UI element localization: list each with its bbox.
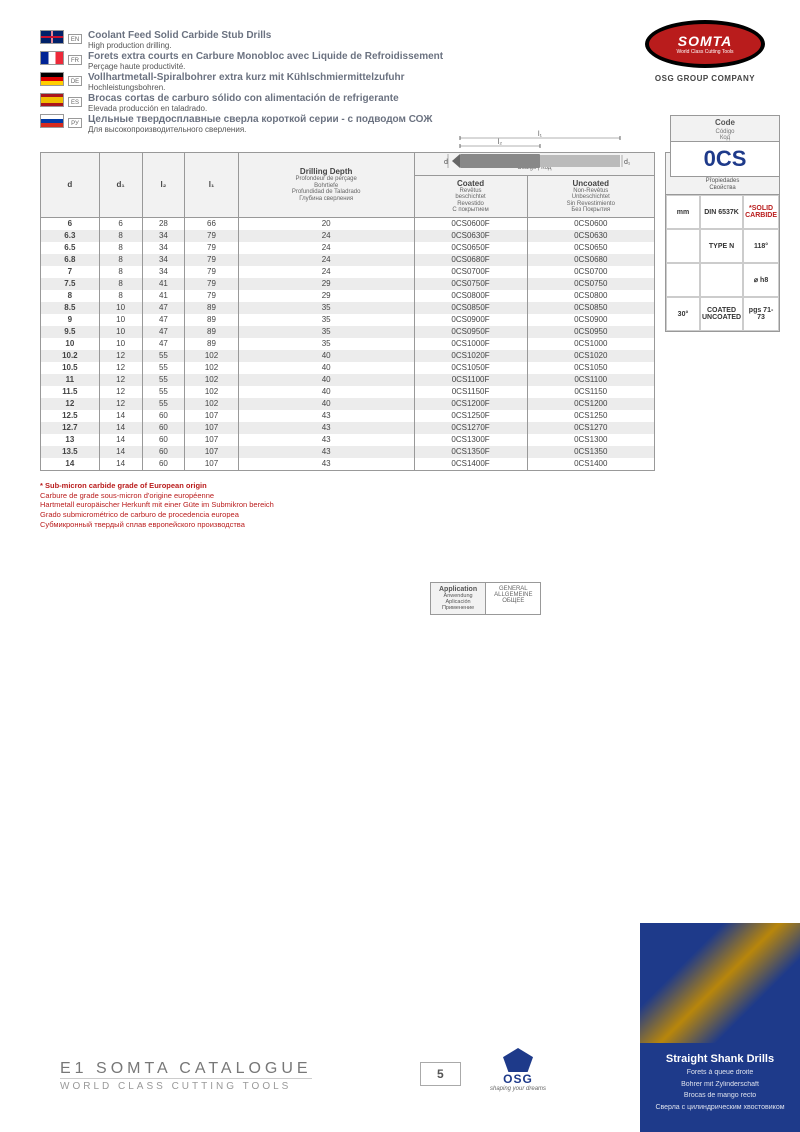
table-row: 121255102400CS1200F0CS1200 [41, 398, 655, 410]
flag-icon [40, 93, 64, 107]
property-cell: COATED UNCOATED [700, 297, 743, 331]
code-value: 0CS [671, 141, 779, 176]
table-row: 111255102400CS1100F0CS1100 [41, 374, 655, 386]
table-row: 10104789350CS1000F0CS1000 [41, 338, 655, 350]
table-row: 6.383479240CS0630F0CS0630 [41, 230, 655, 242]
drill-diagram: l₁ l₂ d d₁ [430, 130, 630, 180]
table-row: 10.21255102400CS1020F0CS1020 [41, 350, 655, 362]
col-l2: l₂ [142, 153, 185, 218]
table-row: 662866200CS0600F0CS0600 [41, 217, 655, 230]
properties-box: Properties Propriétés Eigenschaften Prop… [665, 152, 780, 332]
table-row: 8.5104789350CS0850F0CS0850 [41, 302, 655, 314]
side-text: Straight Shank Drills Forets à queue dro… [640, 1043, 800, 1132]
property-cell: pgs 71-73 [743, 297, 779, 331]
flag-icon [40, 114, 64, 128]
group-company: OSG GROUP COMPANY [630, 74, 780, 83]
spec-table: d d₁ l₂ l₁ Drilling Depth Profondeur de … [40, 152, 655, 471]
property-cell: 118° [743, 229, 779, 263]
property-cell [666, 229, 700, 263]
brand-name: SOMTA [678, 33, 733, 49]
col-depth: Drilling Depth Profondeur de perçage Boh… [238, 153, 414, 218]
table-row: 884179290CS0800F0CS0800 [41, 290, 655, 302]
table-row: 12.51460107430CS1250F0CS1250 [41, 410, 655, 422]
footnote: * Sub-micron carbide grade of European o… [40, 481, 655, 530]
side-panel: Straight Shank Drills Forets à queue dro… [640, 923, 800, 1132]
lang-subtitle: Elevada producción en taladrado. [88, 104, 780, 113]
code-label: Code [671, 116, 779, 129]
lang-code: FR [68, 55, 82, 65]
table-row: 6.583479240CS0650F0CS0650 [41, 242, 655, 254]
col-d: d [41, 153, 100, 218]
lang-code: ES [68, 97, 82, 107]
lang-title: Brocas cortas de carburo sólido con alim… [88, 93, 780, 104]
property-cell [666, 263, 700, 297]
code-box: Code Código Код 0CS [670, 115, 780, 177]
application-box: Application Anwendung Aplicación Примене… [430, 582, 541, 615]
table-row: 7.584179290CS0750F0CS0750 [41, 278, 655, 290]
table-row: 11.51255102400CS1150F0CS1150 [41, 386, 655, 398]
table-row: 12.71460107430CS1270F0CS1270 [41, 422, 655, 434]
lang-row-РУ: РУ Цельные твердосплавные сверла коротко… [40, 114, 780, 134]
table-row: 13.51460107430CS1350F0CS1350 [41, 446, 655, 458]
brand-logo-area: SOMTA World Class Cutting Tools OSG GROU… [630, 20, 780, 83]
property-cell: TYPE N [700, 229, 743, 263]
property-cell: DIN 6537K [700, 195, 743, 229]
brand-oval: SOMTA World Class Cutting Tools [645, 20, 765, 68]
property-cell: ⌀ h8 [743, 263, 779, 297]
property-cell: mm [666, 195, 700, 229]
table-row: 9.5104789350CS0950F0CS0950 [41, 326, 655, 338]
flag-icon [40, 51, 64, 65]
svg-text:l₂: l₂ [498, 139, 503, 146]
col-uncoated: Uncoated Non-Revêtus Unbeschichtet Sin R… [527, 175, 655, 217]
flag-icon [40, 30, 64, 44]
osg-logo: OSG shaping your dreams [490, 1048, 546, 1092]
table-row: 9104789350CS0900F0CS0900 [41, 314, 655, 326]
svg-text:d₁: d₁ [624, 159, 630, 166]
col-l1: l₁ [185, 153, 238, 218]
table-row: 783479240CS0700F0CS0700 [41, 266, 655, 278]
col-d1: d₁ [99, 153, 142, 218]
lang-subtitle: Hochleistungsbohren. [88, 83, 780, 92]
lang-row-ES: ES Brocas cortas de carburo sólido con a… [40, 93, 780, 113]
page-number: 5 [420, 1062, 461, 1086]
side-image [640, 923, 800, 1043]
table-row: 6.883479240CS0680F0CS0680 [41, 254, 655, 266]
brand-tagline: World Class Cutting Tools [676, 49, 733, 55]
table-row: 10.51255102400CS1050F0CS1050 [41, 362, 655, 374]
footer-catalogue: E1 SOMTA CATALOGUE WORLD CLASS CUTTING T… [60, 1060, 312, 1092]
svg-text:d: d [444, 159, 448, 166]
lang-code: EN [68, 34, 82, 44]
property-cell: 30° [666, 297, 700, 331]
svg-text:l₁: l₁ [538, 131, 543, 138]
lang-code: DE [68, 76, 82, 86]
property-cell [700, 263, 743, 297]
table-row: 131460107430CS1300F0CS1300 [41, 434, 655, 446]
col-coated: Coated Revêtus beschichtet Revestido С п… [414, 175, 527, 217]
flag-icon [40, 72, 64, 86]
property-cell: *SOLID CARBIDE [743, 195, 779, 229]
table-row: 141460107430CS1400F0CS1400 [41, 458, 655, 471]
lang-code: РУ [68, 118, 82, 128]
